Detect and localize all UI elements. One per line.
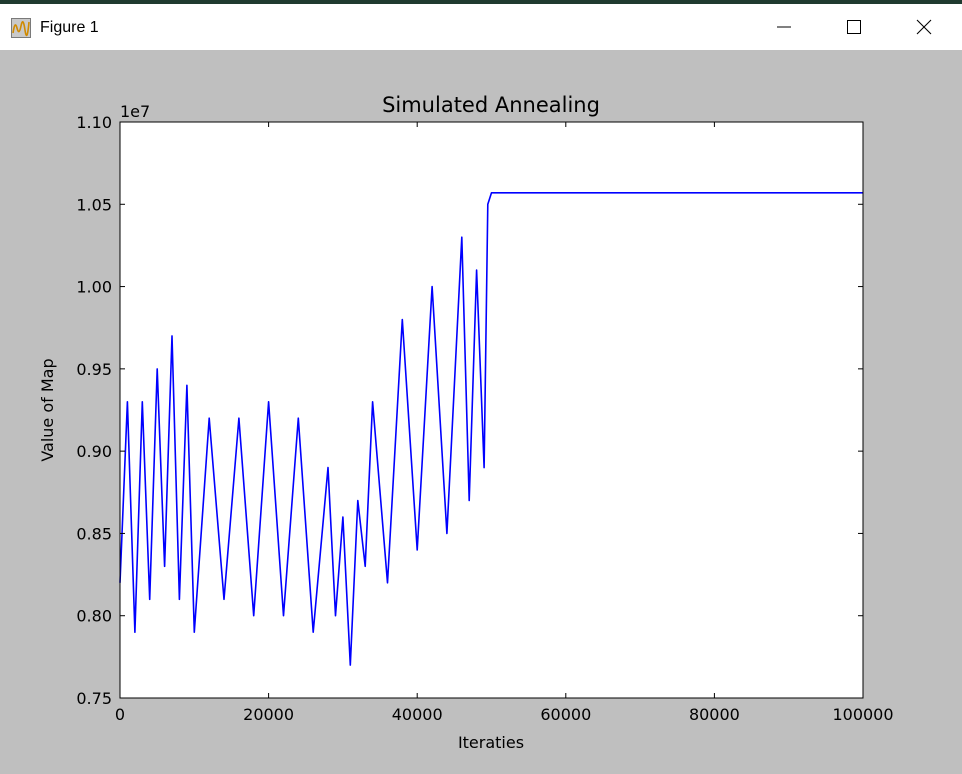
y-tick-label: 0.75 — [76, 689, 112, 708]
x-tick-label: 80000 — [689, 705, 740, 724]
window-top-strip — [0, 0, 962, 4]
close-button[interactable] — [889, 4, 959, 50]
maximize-button[interactable] — [819, 4, 889, 50]
matplotlib-figure-icon — [11, 18, 31, 38]
maximize-icon — [847, 20, 861, 34]
y-tick-label: 0.95 — [76, 360, 112, 379]
x-tick-label: 40000 — [392, 705, 443, 724]
x-tick-label: 60000 — [540, 705, 591, 724]
x-axis-label: Iteraties — [458, 733, 524, 752]
series-line — [119, 192, 863, 666]
x-tick-label: 0 — [115, 705, 125, 724]
chart-title: Simulated Annealing — [382, 93, 600, 117]
axes-frame — [119, 121, 864, 699]
y-tick-label: 0.80 — [76, 607, 112, 626]
y-tick-label: 1.10 — [76, 113, 112, 132]
axes-background — [120, 122, 863, 698]
minimize-button[interactable] — [749, 4, 819, 50]
figure-canvas: 0 20000 40000 60000 80000 100000 0.75 0.80 0.85… — [0, 50, 962, 770]
minimize-icon — [777, 26, 791, 28]
close-icon — [916, 19, 932, 35]
y-offset-label: 1e7 — [120, 102, 150, 121]
x-tick-label: 100000 — [832, 705, 893, 724]
y-tick-label: 1.00 — [76, 278, 112, 297]
x-tick-label: 20000 — [243, 705, 294, 724]
title-bar[interactable]: Figure 1 — [0, 4, 962, 50]
y-tick-label: 1.05 — [76, 195, 112, 214]
y-tick-label: 0.85 — [76, 524, 112, 543]
chart: 0 20000 40000 60000 80000 100000 0.75 0.80 0.85… — [38, 93, 894, 752]
y-tick-label: 0.90 — [76, 442, 112, 461]
y-axis-label: Value of Map — [38, 358, 57, 461]
window-title: Figure 1 — [40, 19, 99, 36]
